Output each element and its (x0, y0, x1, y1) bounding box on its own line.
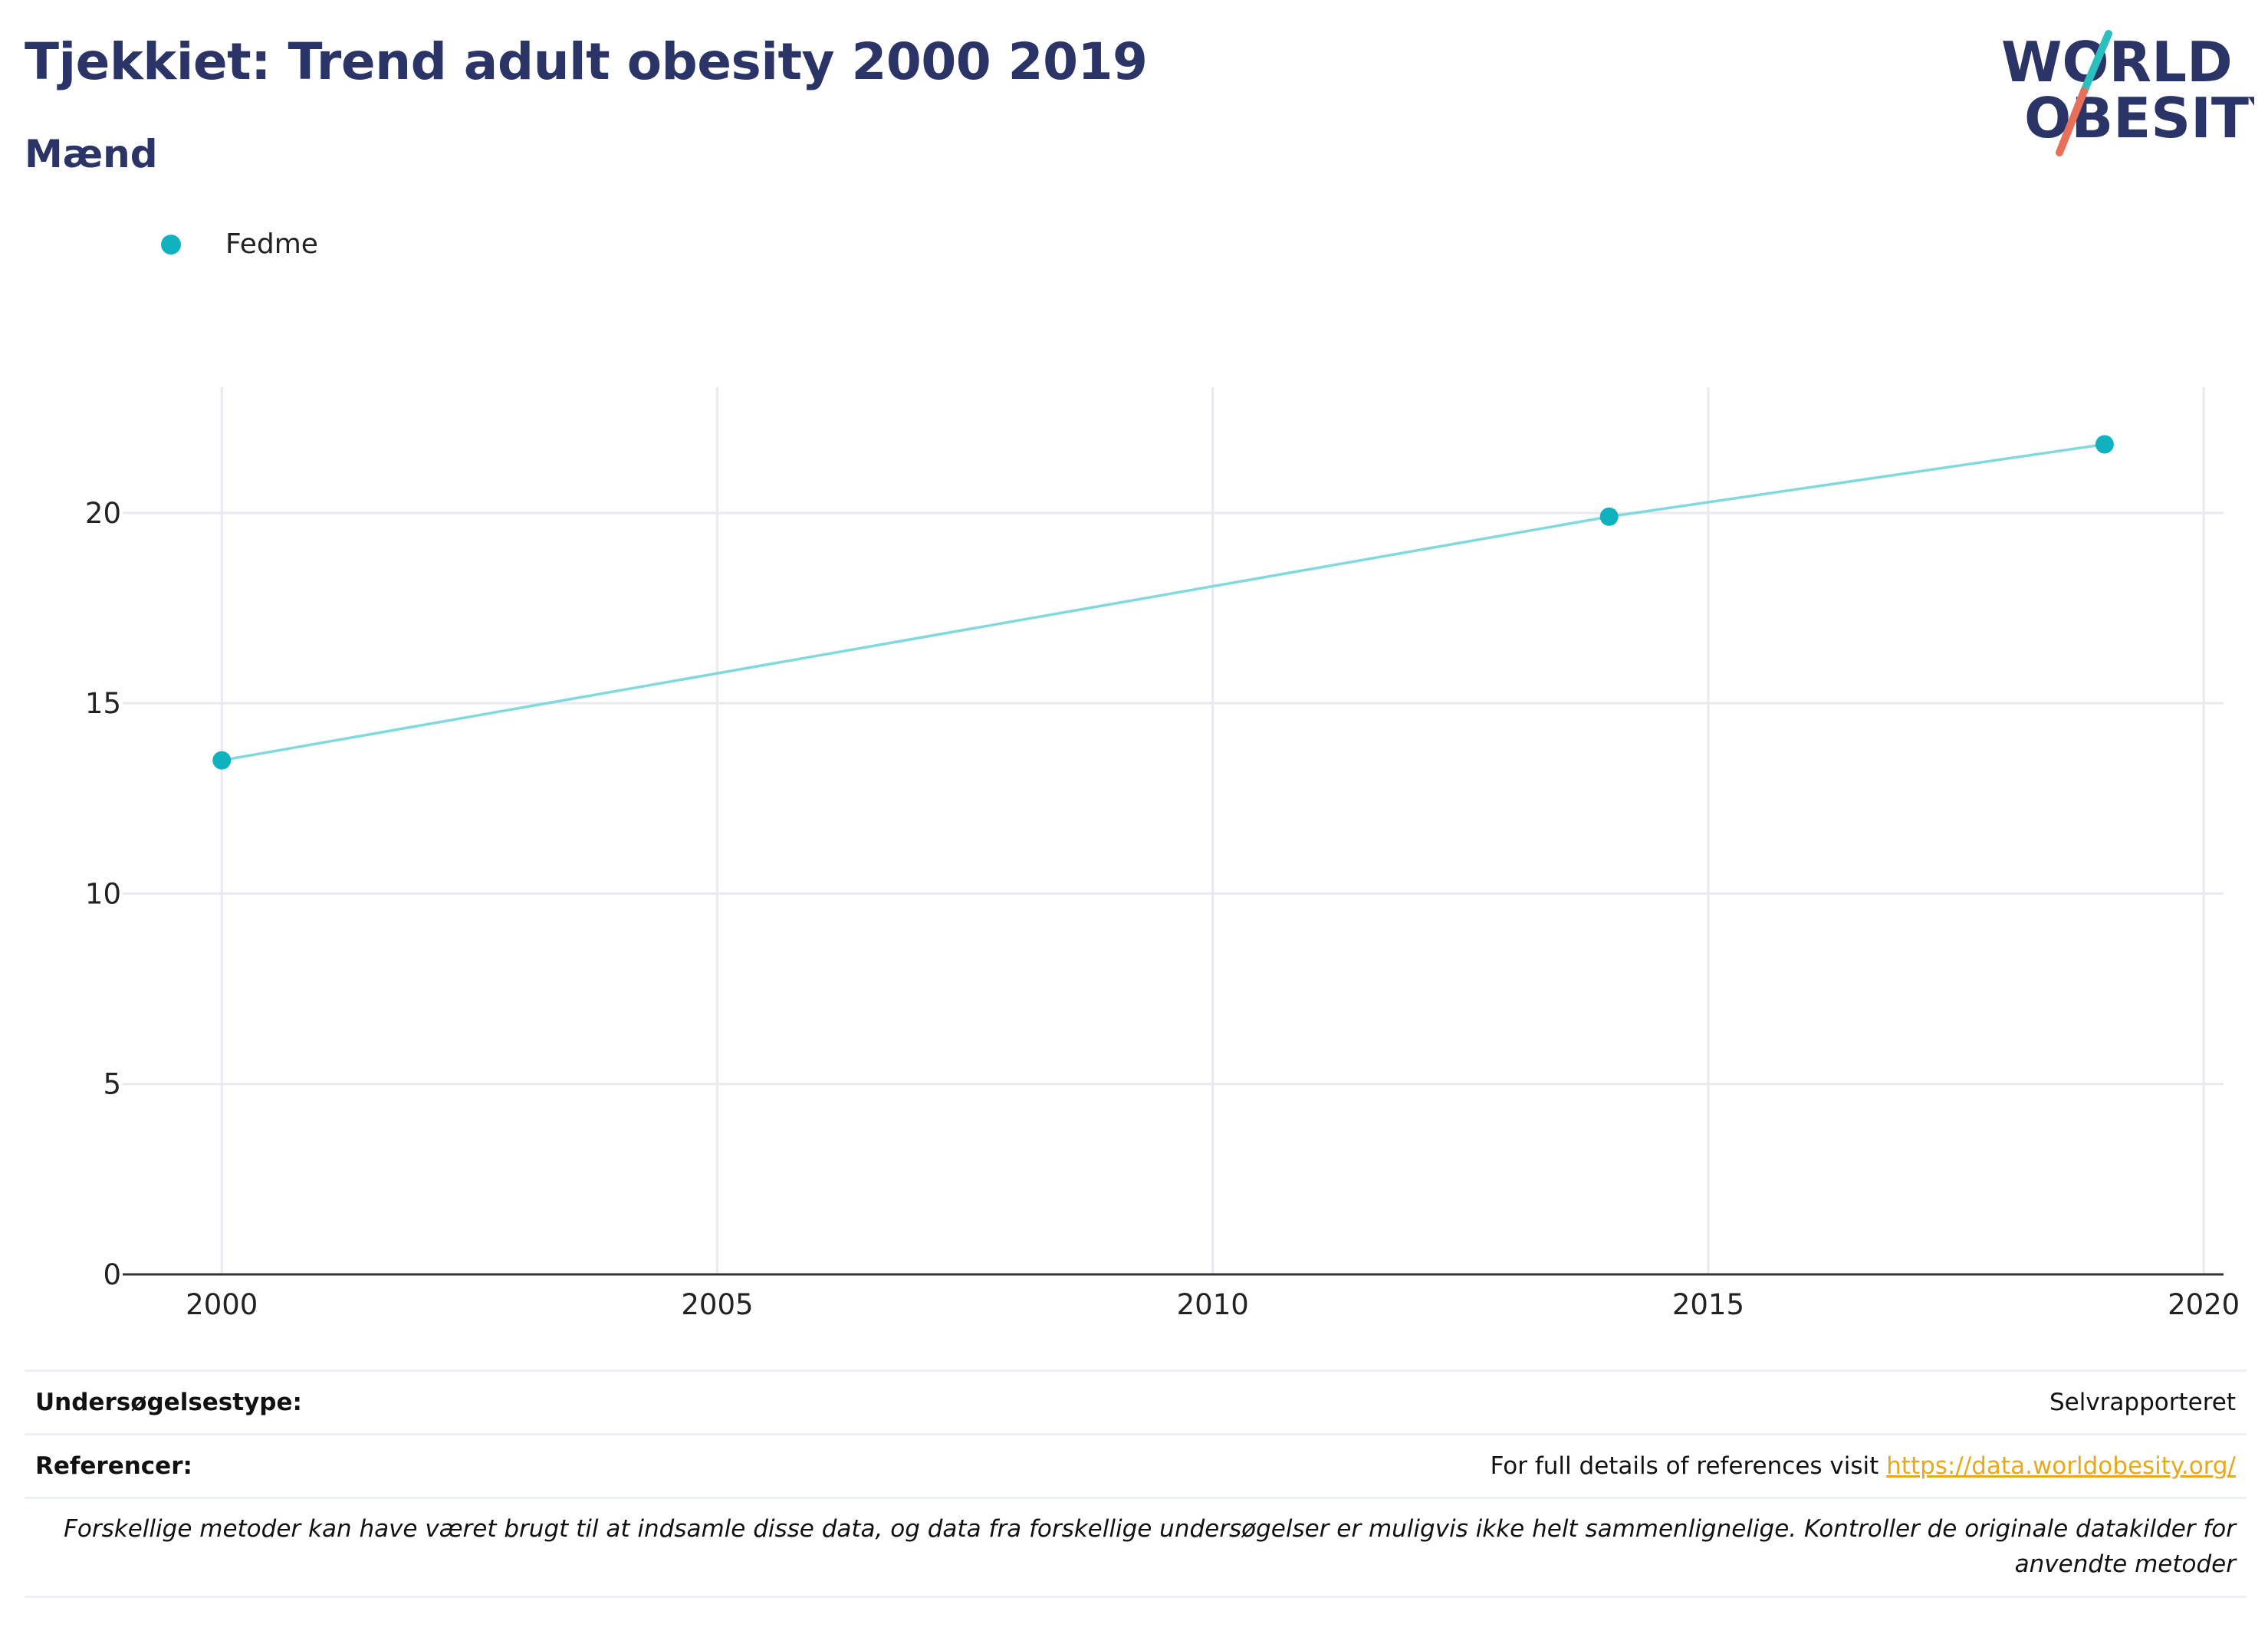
y-tick-label: 10 (85, 877, 121, 910)
logo-slash-coral (2056, 87, 2088, 156)
data-point (2095, 435, 2114, 454)
data-point (1599, 507, 1619, 526)
survey-type-row: Undersøgelsestype: Selvrapporteret (25, 1369, 2247, 1433)
references-value: For full details of references visit htt… (1491, 1452, 2247, 1480)
references-row: Referencer: For full details of referenc… (25, 1433, 2247, 1497)
series-line (221, 442, 2105, 762)
footer-table: Undersøgelsestype: Selvrapporteret Refer… (25, 1369, 2247, 1598)
survey-type-value: Selvrapporteret (2049, 1389, 2236, 1416)
x-tick-label: 2015 (1672, 1288, 1744, 1321)
y-tick-label: 0 (103, 1258, 121, 1291)
survey-type-label: Undersøgelsestype: (35, 1389, 302, 1416)
line-chart: 2000 2005 2010 2015 2020 0 5 10 15 20 (85, 387, 2240, 1321)
logo-slash-teal (2080, 30, 2112, 95)
logo-world-text: WORLD (2001, 30, 2233, 94)
methods-note: Forskellige metoder kan have været brugt… (25, 1497, 2247, 1598)
y-tick-label: 5 (103, 1068, 121, 1101)
legend[interactable]: Fedme (161, 228, 318, 260)
chart-title: Tjekkiet: Trend adult obesity 2000 2019 (25, 32, 1148, 91)
world-obesity-logo: WORLD OBESITY (2001, 30, 2254, 156)
y-tick-label: 20 (85, 497, 121, 530)
chart-subtitle: Mænd (25, 132, 158, 176)
legend-label: Fedme (225, 228, 318, 260)
x-tick-label: 2000 (186, 1288, 258, 1321)
legend-marker (161, 234, 181, 255)
x-tick-label: 2010 (1177, 1288, 1249, 1321)
x-tick-label: 2020 (2168, 1288, 2240, 1321)
x-tick-label: 2005 (681, 1288, 753, 1321)
references-label: Referencer: (35, 1452, 192, 1480)
references-link[interactable]: https://data.worldobesity.org/ (1886, 1452, 2236, 1480)
data-point (212, 751, 232, 770)
references-text: For full details of references visit (1490, 1452, 1887, 1480)
y-tick-label: 15 (85, 687, 121, 720)
